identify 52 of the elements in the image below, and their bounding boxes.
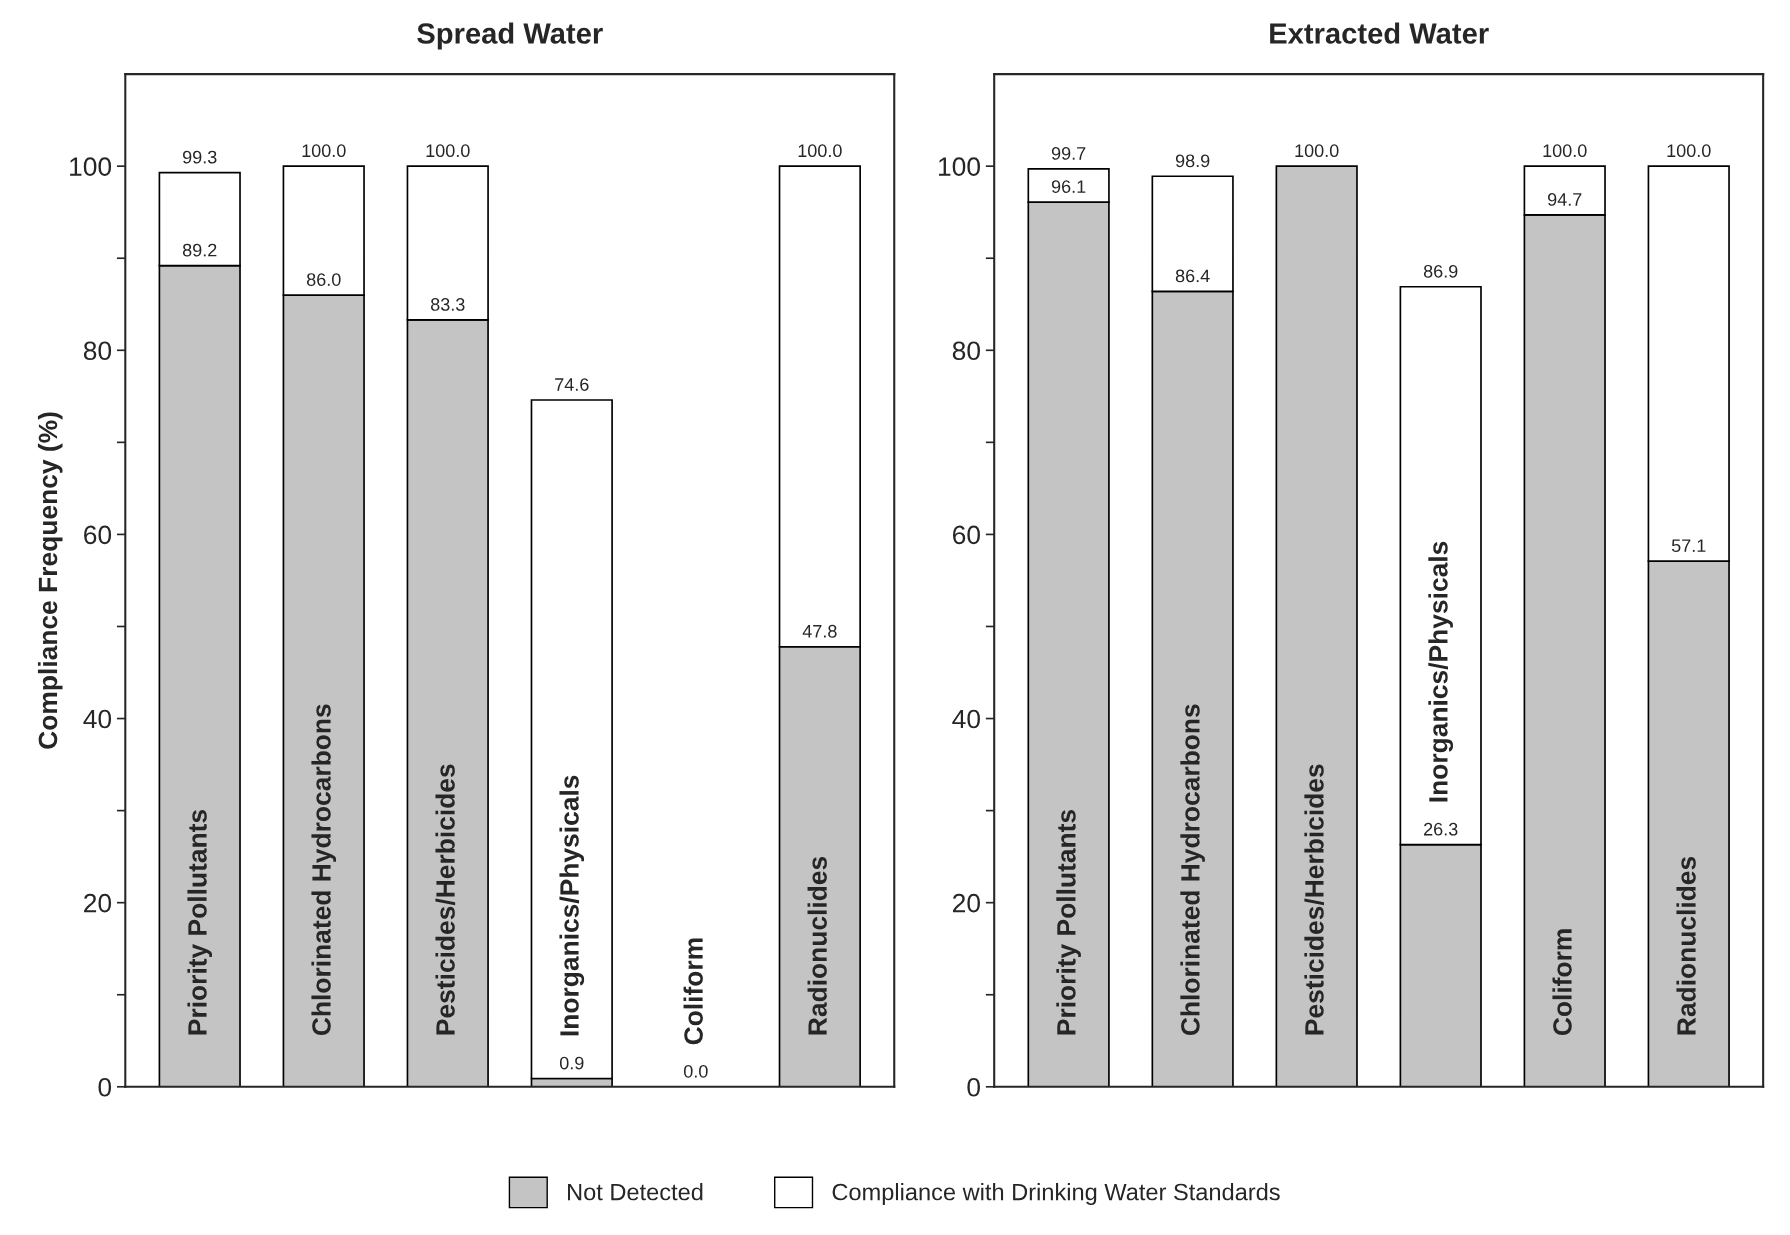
data-label: 86.4 — [1175, 269, 1210, 283]
x-tick-label: Chlorinated Hydrocarbons — [1180, 704, 1205, 1036]
data-label: 96.1 — [1051, 180, 1086, 193]
total-label: 100.0 — [426, 144, 470, 158]
y-tick-label: 0 — [967, 1077, 980, 1097]
x-tick-label: Priority Pollutants — [187, 809, 213, 1035]
total-label: 100.0 — [1667, 144, 1711, 158]
legend-label: Compliance with Drinking Water Standards — [832, 1183, 1280, 1206]
y-tick-label: 80 — [952, 341, 980, 361]
data-label: 57.1 — [1671, 539, 1706, 553]
total-label: 98.9 — [1175, 154, 1210, 168]
data-label: 89.2 — [182, 243, 217, 257]
y-tick-label: 20 — [952, 893, 980, 913]
x-tick-label: Radionuclides — [1676, 856, 1696, 1035]
data-label: 47.8 — [802, 624, 837, 638]
chart-title: Spread Water — [417, 22, 603, 50]
total-label: 99.7 — [1051, 147, 1086, 160]
total-label: 74.6 — [555, 378, 589, 391]
y-axis-title: Compliance Frequency (%) — [37, 412, 63, 749]
data-label: 0.0 — [683, 1064, 708, 1078]
total-label: 100.0 — [1295, 144, 1339, 158]
legend-label: Not Detected — [568, 1183, 703, 1201]
x-tick-label: Radionuclides — [807, 856, 827, 1035]
data-label: 94.7 — [1547, 193, 1582, 206]
total-label: 86.9 — [1423, 264, 1458, 278]
x-tick-label: Pesticides/Herbicides — [1304, 764, 1325, 1035]
y-tick-label: 80 — [83, 341, 112, 361]
y-tick-label: 40 — [83, 709, 112, 729]
x-tick-label: Chlorinated Hydrocarbons — [311, 704, 337, 1036]
data-label: 26.3 — [1424, 822, 1458, 836]
y-tick-label: 100 — [939, 157, 980, 176]
y-tick-label: 100 — [70, 157, 112, 176]
y-tick-label: 60 — [953, 525, 980, 545]
x-tick-label: Pesticides/Herbicides — [435, 764, 456, 1035]
chart-title: Extracted Water — [1270, 22, 1489, 44]
x-tick-label: Coliform — [1552, 929, 1572, 1036]
data-label: 86.0 — [306, 273, 341, 286]
data-label: 0.9 — [559, 1056, 584, 1070]
y-tick-label: 60 — [84, 525, 112, 545]
total-label: 100.0 — [798, 144, 842, 158]
y-tick-label: 0 — [98, 1077, 112, 1097]
y-tick-label: 20 — [84, 893, 112, 913]
x-tick-label: Inorganics/Physicals — [1428, 541, 1454, 802]
y-tick-label: 40 — [952, 709, 980, 729]
total-label: 99.3 — [182, 150, 217, 164]
total-label: 100.0 — [302, 144, 346, 158]
x-tick-label: Inorganics/Physicals — [559, 775, 585, 1036]
x-tick-label: Coliform — [683, 938, 703, 1045]
x-tick-label: Priority Pollutants — [1056, 809, 1081, 1035]
bar — [1275, 165, 1358, 1087]
data-label: 83.3 — [430, 298, 465, 311]
total-label: 100.0 — [1543, 144, 1587, 158]
